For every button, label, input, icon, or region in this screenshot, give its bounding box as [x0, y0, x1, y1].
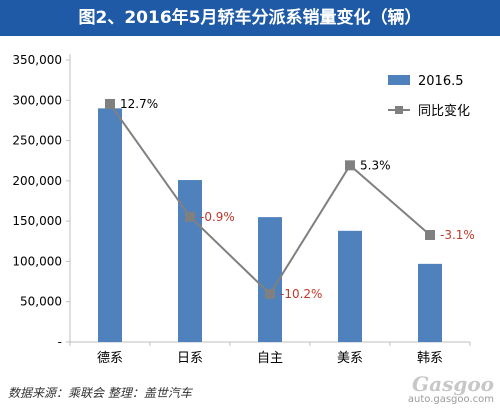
x-tick-label: 日系 [177, 351, 203, 366]
x-tick-label: 自主 [257, 351, 283, 366]
yoy-marker [185, 211, 195, 222]
data-label: -3.1% [440, 228, 475, 242]
x-axis-labels: 德系 日系 自主 美系 韩系 [97, 351, 443, 366]
y-tick-label: 200,000 [12, 174, 62, 188]
legend-label-line: 同比变化 [418, 103, 470, 119]
source-note: 数据来源：乘联会 整理：盖世汽车 [8, 386, 192, 400]
watermark-url: auto.gasgoo.com [407, 393, 494, 405]
x-tick-label: 美系 [337, 351, 363, 366]
bar [338, 230, 362, 342]
yoy-marker [425, 230, 435, 241]
x-tick-label: 韩系 [417, 351, 443, 366]
data-label: 12.7% [120, 97, 158, 111]
y-tick-label: 350,000 [12, 53, 62, 67]
chart-title: 图2、2016年5月轿车分派系销量变化（辆） [78, 8, 422, 28]
yoy-marker [265, 288, 275, 299]
y-tick-label: 50,000 [20, 295, 62, 309]
y-tick-label: 100,000 [12, 254, 62, 268]
legend-swatch-marker [395, 106, 403, 114]
legend-label-bar: 2016.5 [418, 74, 464, 89]
y-tick-label: 250,000 [12, 134, 62, 148]
data-label: -10.2% [280, 287, 322, 301]
chart-area: - 50,000 100,000 150,000 200,000 250,000 300,0… [12, 53, 475, 366]
y-tick-label: 300,000 [12, 93, 62, 107]
bar [98, 108, 122, 342]
x-tick-label: 德系 [97, 351, 123, 366]
y-tick-label: 150,000 [12, 214, 62, 228]
data-label: 5.3% [360, 158, 391, 172]
yoy-marker [105, 98, 115, 109]
line-series: 12.7% -0.9% -10.2% 5.3% -3.1% [105, 97, 475, 301]
watermark: Gasgoo auto.gasgoo.com [407, 371, 494, 406]
title-bar [0, 0, 500, 36]
watermark-logo: Gasgoo [412, 371, 494, 396]
data-label: -0.9% [200, 210, 235, 224]
yoy-marker [345, 160, 355, 171]
legend: 2016.5 同比变化 [388, 74, 470, 119]
axes: - 50,000 100,000 150,000 200,000 250,000 300,0… [12, 53, 471, 349]
legend-swatch-bar [388, 75, 410, 85]
bar-series [98, 108, 442, 342]
y-tick-label: - [58, 335, 62, 349]
bar [418, 263, 442, 342]
